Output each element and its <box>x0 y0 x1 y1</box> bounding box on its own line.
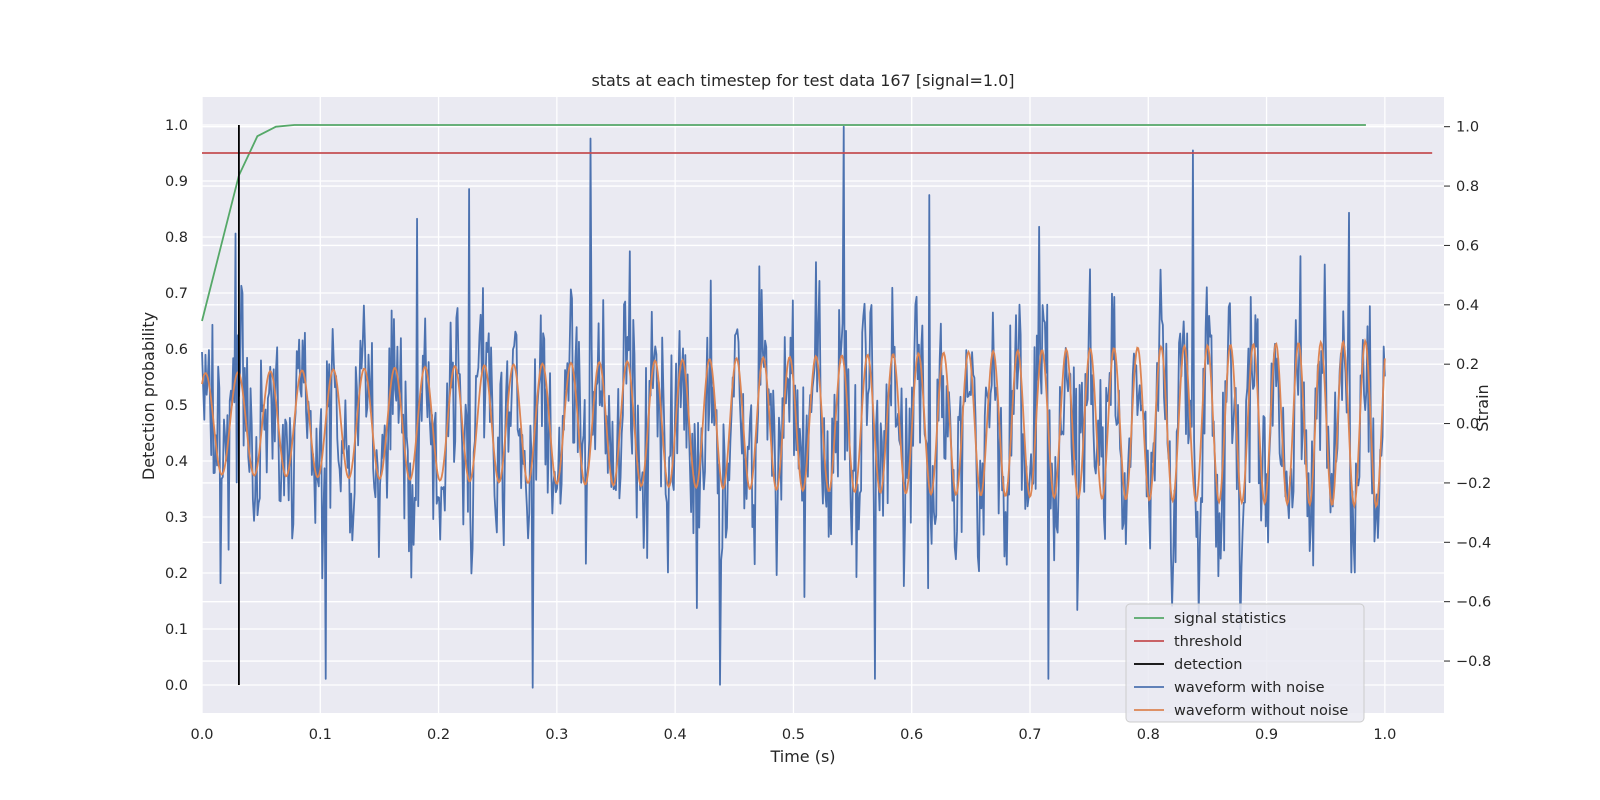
x-tick-label: 0.1 <box>309 727 332 743</box>
series-layer <box>201 124 1433 689</box>
y-left-tick-label: 0.3 <box>165 510 188 526</box>
legend-label: detection <box>1174 657 1242 673</box>
legend-box <box>1125 603 1365 723</box>
y-axis-right-label: Strain <box>1473 384 1492 431</box>
x-tick-label: 0.4 <box>664 727 687 743</box>
y-right-tick-label: −0.4 <box>1456 535 1491 551</box>
y-right-tick-label: 0.0 <box>1456 417 1479 433</box>
y-right-tick-label: −0.8 <box>1456 654 1491 670</box>
y-left-tick-label: 0.6 <box>165 342 188 358</box>
legend-label: waveform with noise <box>1174 680 1325 696</box>
x-tick-label: 0.3 <box>545 727 568 743</box>
x-tick-label: 0.2 <box>427 727 450 743</box>
y-left-tick-label: 0.1 <box>165 622 188 638</box>
y-right-tick-label: 0.6 <box>1456 238 1479 254</box>
y-right-tick-label: 0.8 <box>1456 179 1479 195</box>
y-left-tick-label: 0.0 <box>165 678 188 694</box>
series-waveform-without-noise <box>201 338 1386 509</box>
legend-label: waveform without noise <box>1174 703 1348 719</box>
series-signal-statistics <box>201 124 1366 322</box>
chart-title: stats at each timestep for test data 167… <box>591 71 1014 90</box>
x-tick-label: 0.0 <box>190 727 213 743</box>
x-tick-label: 0.8 <box>1137 727 1160 743</box>
y-left-tick-label: 0.5 <box>165 398 188 414</box>
y-right-tick-label: 1.0 <box>1456 120 1479 136</box>
legend-label: signal statistics <box>1174 611 1286 627</box>
y-axis-left: 0.0 0.1 0.2 0.3 0.4 0.5 0.6 0.7 0.8 0.9 1.0 <box>165 118 188 694</box>
y-axis-left-label: Detection probability <box>139 312 158 480</box>
y-right-tick-label: −0.2 <box>1456 476 1491 492</box>
y-axis-right: −0.8 −0.6 −0.4 −0.2 0.0 0.2 0.4 0.6 0.8 1.0 <box>1444 120 1491 670</box>
x-tick-label: 1.0 <box>1373 727 1396 743</box>
x-tick-label: 0.5 <box>782 727 805 743</box>
y-right-tick-label: 0.2 <box>1456 357 1479 373</box>
y-left-tick-label: 1.0 <box>165 118 188 134</box>
y-left-tick-label: 0.7 <box>165 286 188 302</box>
y-right-tick-label: 0.4 <box>1456 298 1479 314</box>
legend-label: threshold <box>1174 634 1242 650</box>
y-left-tick-label: 0.2 <box>165 566 188 582</box>
x-axis-label: Time (s) <box>769 747 835 766</box>
legend: signal statistics threshold detection wavef… <box>1125 603 1365 723</box>
y-right-tick-label: −0.6 <box>1456 595 1491 611</box>
y-left-tick-label: 0.9 <box>165 174 188 190</box>
x-tick-label: 0.9 <box>1255 727 1278 743</box>
x-tick-label: 0.7 <box>1018 727 1041 743</box>
x-tick-label: 0.6 <box>900 727 923 743</box>
y-left-tick-label: 0.8 <box>165 230 188 246</box>
y-left-tick-label: 0.4 <box>165 454 188 470</box>
x-axis: 0.0 0.1 0.2 0.3 0.4 0.5 0.6 0.7 0.8 0.9 1.0 <box>190 727 1396 743</box>
